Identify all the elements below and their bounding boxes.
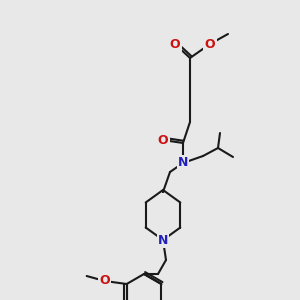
Text: N: N [178,157,188,169]
Text: N: N [158,233,168,247]
Text: O: O [158,134,168,146]
Text: O: O [205,38,215,50]
Text: O: O [99,274,110,287]
Text: O: O [170,38,180,50]
